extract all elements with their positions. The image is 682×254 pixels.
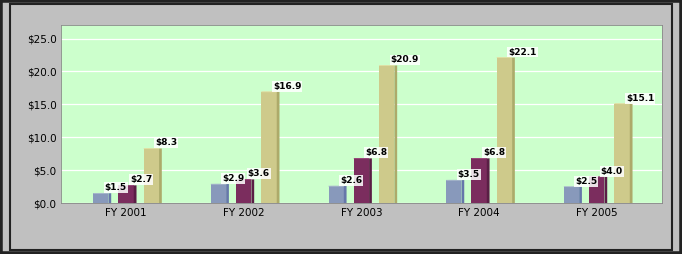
Text: $6.8: $6.8 bbox=[483, 148, 505, 157]
Bar bbox=[261, 92, 277, 203]
Text: $6.8: $6.8 bbox=[366, 148, 387, 157]
Text: $1.5: $1.5 bbox=[104, 183, 127, 192]
Ellipse shape bbox=[119, 185, 134, 186]
Polygon shape bbox=[579, 187, 582, 203]
Text: $4.0: $4.0 bbox=[601, 167, 623, 176]
Polygon shape bbox=[462, 180, 464, 203]
Ellipse shape bbox=[496, 57, 512, 58]
Bar bbox=[446, 180, 462, 203]
Polygon shape bbox=[604, 177, 607, 203]
Text: $2.9: $2.9 bbox=[222, 174, 245, 183]
Text: $15.1: $15.1 bbox=[626, 94, 654, 103]
Bar bbox=[379, 66, 394, 203]
Bar bbox=[236, 180, 252, 203]
Text: $16.9: $16.9 bbox=[273, 82, 301, 91]
Text: $8.3: $8.3 bbox=[155, 138, 177, 147]
Ellipse shape bbox=[236, 179, 252, 180]
Text: $3.5: $3.5 bbox=[458, 170, 480, 179]
Text: $3.6: $3.6 bbox=[248, 169, 270, 178]
Text: $22.1: $22.1 bbox=[508, 47, 537, 57]
Polygon shape bbox=[344, 186, 346, 203]
Bar bbox=[589, 177, 604, 203]
Polygon shape bbox=[252, 179, 254, 203]
Polygon shape bbox=[394, 66, 397, 203]
Polygon shape bbox=[108, 193, 111, 203]
Polygon shape bbox=[159, 149, 162, 203]
Polygon shape bbox=[369, 158, 372, 203]
Bar bbox=[614, 104, 629, 203]
Text: $2.7: $2.7 bbox=[130, 175, 152, 184]
Bar bbox=[471, 158, 487, 203]
Bar bbox=[354, 158, 369, 203]
Bar bbox=[564, 187, 579, 203]
Polygon shape bbox=[226, 184, 229, 203]
Polygon shape bbox=[277, 92, 280, 203]
Bar bbox=[496, 58, 512, 203]
Polygon shape bbox=[487, 158, 490, 203]
Polygon shape bbox=[134, 185, 136, 203]
Bar bbox=[93, 193, 108, 203]
Text: $2.6: $2.6 bbox=[340, 176, 362, 185]
Text: $2.5: $2.5 bbox=[576, 177, 597, 186]
Polygon shape bbox=[512, 58, 515, 203]
Bar bbox=[211, 184, 226, 203]
Ellipse shape bbox=[144, 148, 159, 149]
Bar bbox=[329, 186, 344, 203]
Text: $20.9: $20.9 bbox=[391, 55, 419, 65]
Bar bbox=[119, 185, 134, 203]
Ellipse shape bbox=[93, 193, 108, 194]
Polygon shape bbox=[629, 104, 632, 203]
Bar bbox=[144, 149, 159, 203]
